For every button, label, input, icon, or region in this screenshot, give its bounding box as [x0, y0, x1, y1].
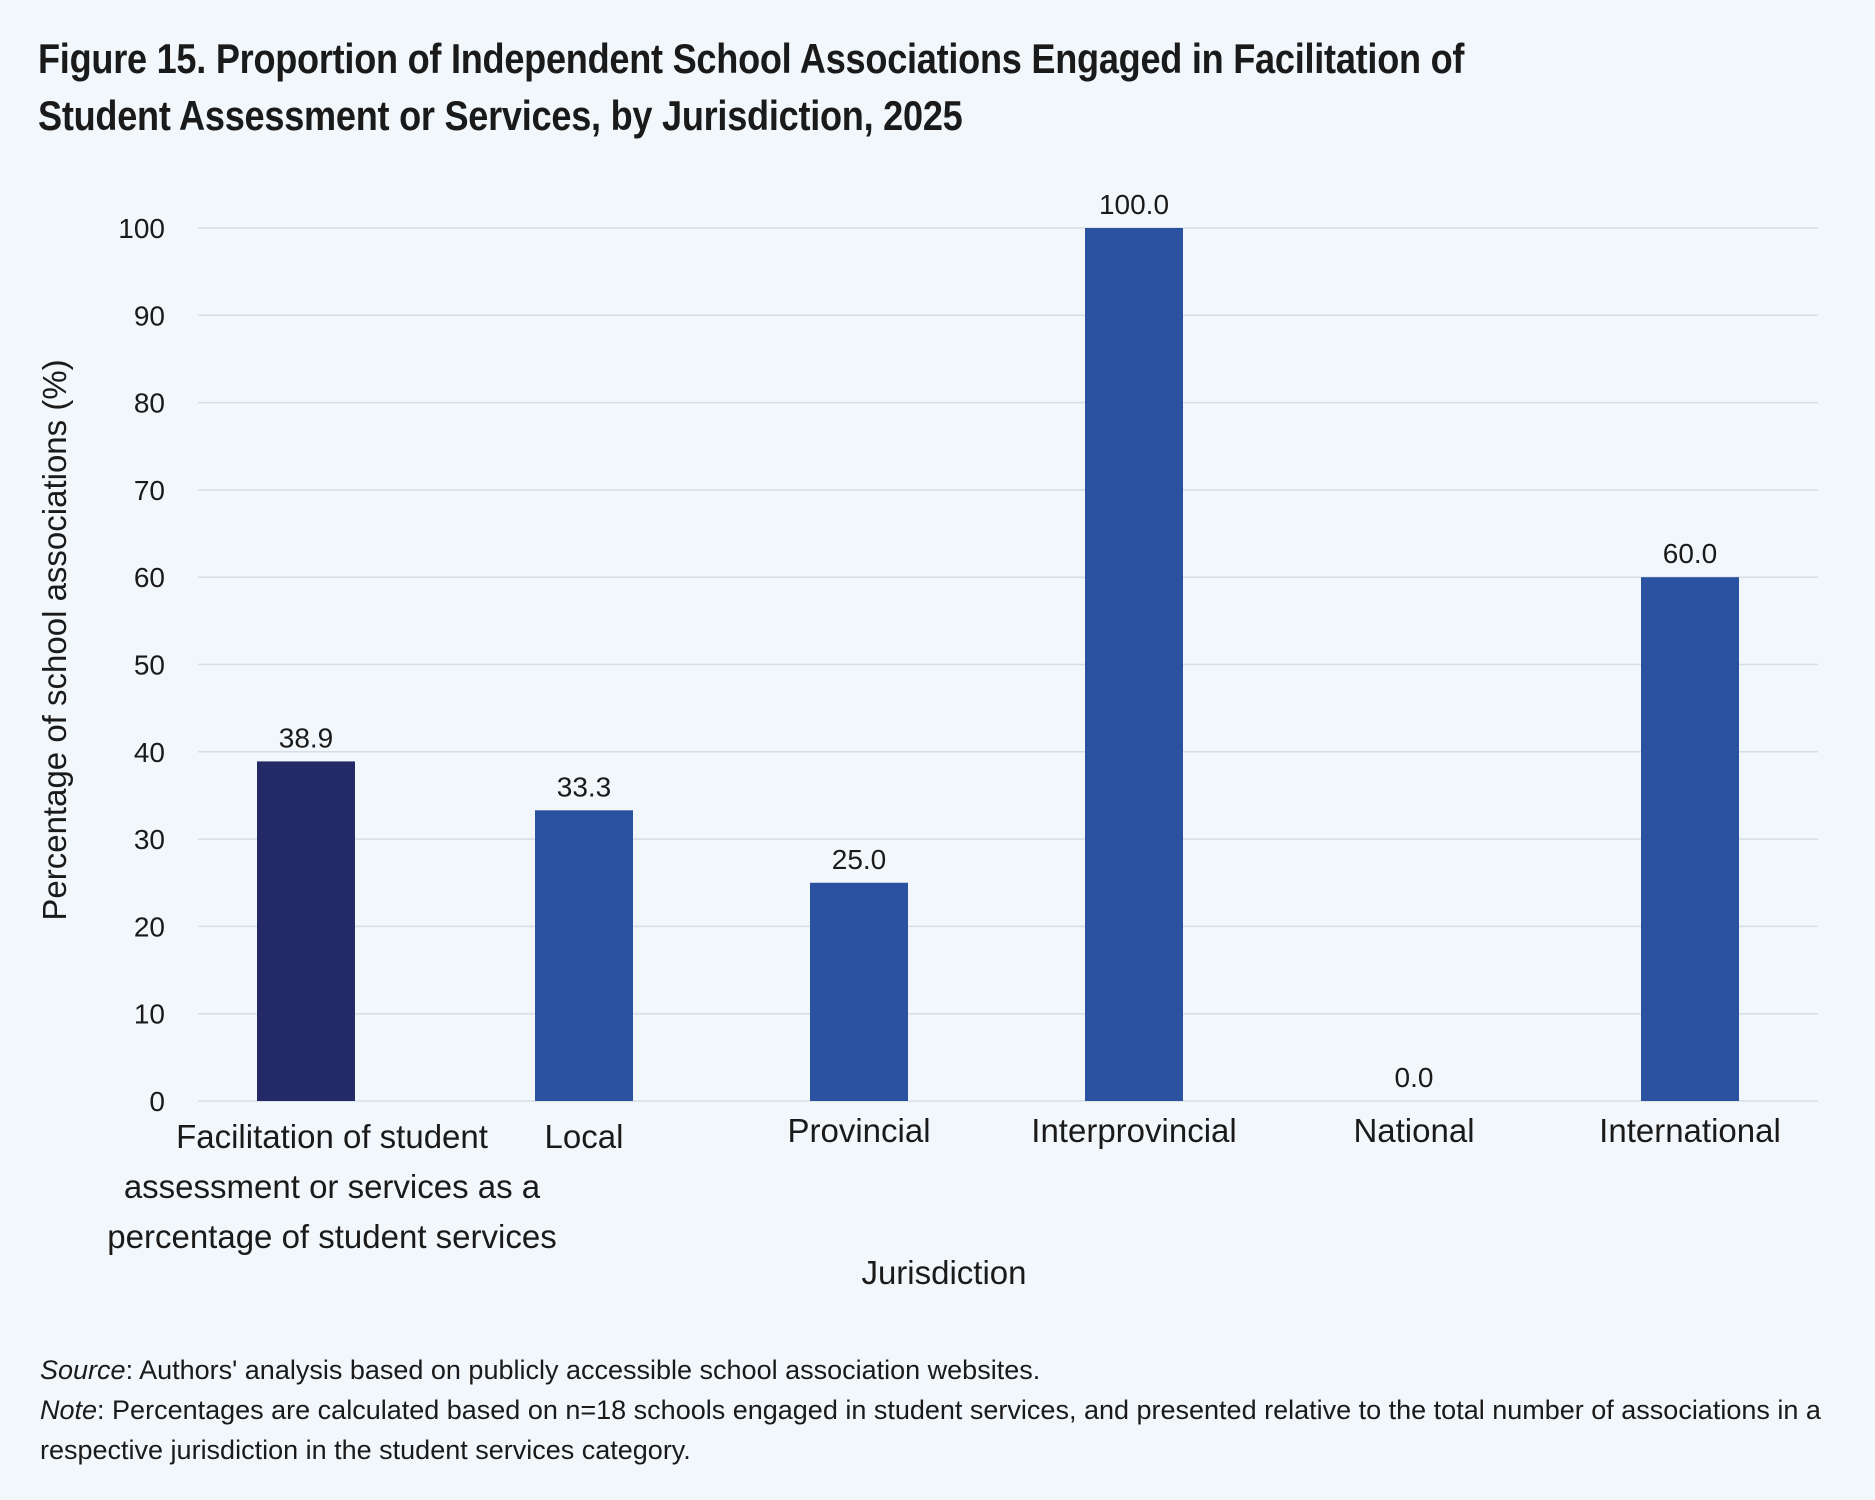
- x-category-label: Interprovincial: [1031, 1112, 1236, 1149]
- note-text: : Percentages are calculated based on n=…: [40, 1395, 1821, 1465]
- source-note: Source: Authors' analysis based on publi…: [40, 1350, 1840, 1390]
- data-label: 33.3: [557, 771, 612, 802]
- y-tick-label: 100: [118, 213, 165, 244]
- x-category-label: National: [1353, 1112, 1474, 1149]
- y-tick-label: 20: [134, 911, 165, 942]
- y-tick-label: 70: [134, 475, 165, 506]
- bar: [535, 810, 633, 1101]
- data-labels: 38.9 33.3 25.0 100.0 0.0 60.0: [279, 189, 1718, 1093]
- y-tick-label: 0: [149, 1086, 165, 1117]
- note-label: Note: [40, 1395, 98, 1425]
- y-tick-label: 90: [134, 300, 165, 331]
- source-label: Source: [40, 1355, 126, 1385]
- x-category-label: International: [1599, 1112, 1781, 1149]
- data-label: 100.0: [1099, 189, 1169, 220]
- bars: [257, 228, 1739, 1101]
- gridlines: [198, 227, 1818, 1102]
- y-axis-title: Percentage of school associations (%): [36, 359, 73, 920]
- note: Note: Percentages are calculated based o…: [40, 1390, 1840, 1470]
- bar: [810, 882, 908, 1101]
- source-text: : Authors' analysis based on publicly ac…: [125, 1355, 1041, 1385]
- y-tick-label: 40: [134, 737, 165, 768]
- y-tick-label: 60: [134, 562, 165, 593]
- x-category-label: Facilitation of student assessment or ser…: [107, 1118, 556, 1255]
- x-axis-categories: Facilitation of student assessment or ser…: [107, 1112, 1781, 1255]
- data-label: 25.0: [832, 844, 887, 875]
- data-label: 60.0: [1663, 538, 1718, 569]
- data-label: 0.0: [1395, 1062, 1434, 1093]
- y-tick-label: 50: [134, 650, 165, 681]
- bar-chart: 0 10 20 30 40 50 60 70 80 90 100 38.9 33.3 25.0 100.0…: [36, 189, 1818, 1291]
- x-category-label: Local: [545, 1118, 624, 1155]
- chart-title: Figure 15. Proportion of Independent Sch…: [38, 35, 1465, 139]
- data-label: 38.9: [279, 722, 334, 753]
- bar: [257, 761, 355, 1101]
- y-axis-ticks: 0 10 20 30 40 50 60 70 80 90 100: [118, 213, 165, 1117]
- y-tick-label: 30: [134, 824, 165, 855]
- y-tick-label: 10: [134, 999, 165, 1030]
- x-axis-title: Jurisdiction: [861, 1254, 1026, 1291]
- footnotes: Source: Authors' analysis based on publi…: [40, 1350, 1840, 1470]
- x-category-label: Provincial: [787, 1112, 930, 1149]
- bar: [1085, 228, 1183, 1101]
- y-tick-label: 80: [134, 388, 165, 419]
- bar: [1641, 577, 1739, 1101]
